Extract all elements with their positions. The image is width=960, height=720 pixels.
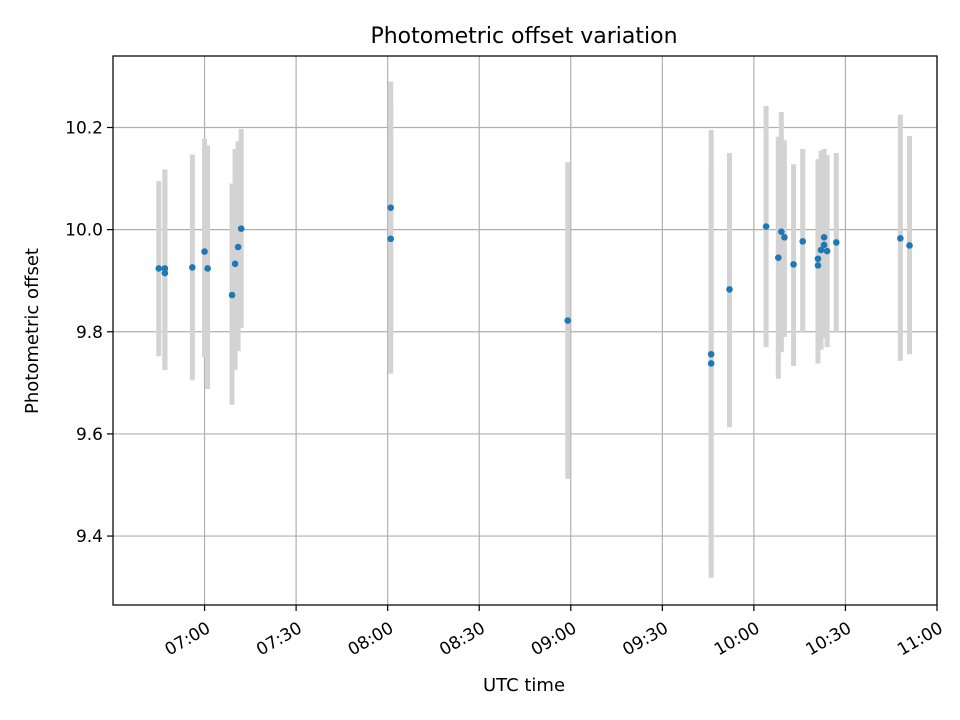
plot-area [113,56,937,605]
data-point [897,235,904,242]
data-point [820,233,828,241]
data-point [234,243,242,251]
data-points [155,204,913,367]
data-point [799,238,807,245]
data-point [201,248,208,255]
data-point [726,286,733,293]
y-axis-ticks: 9.4 9.6 9.8 10.0 10.2 [65,118,113,547]
data-point [155,265,163,272]
grid [113,56,938,605]
data-point [228,291,236,299]
y-tick-label: 10.2 [65,118,103,138]
y-tick-label: 9.4 [76,527,103,547]
data-point [762,223,770,230]
data-point [564,317,572,324]
y-tick-label: 9.8 [76,323,103,343]
y-axis-label: Photometric offset [22,248,43,414]
data-point [817,246,825,254]
y-tick-label: 9.6 [76,425,103,445]
data-point [814,262,822,269]
data-point [832,239,840,246]
data-point [387,204,395,211]
data-point [189,264,196,271]
data-point [231,260,239,268]
chart-title: Photometric offset variation [370,24,677,49]
data-point [161,269,169,277]
data-point [781,233,788,241]
data-point [775,254,782,262]
data-point [387,235,395,243]
data-point [906,242,913,249]
data-point [707,360,715,367]
x-axis-label: UTC time [483,675,565,696]
data-point [161,265,169,272]
data-point [820,241,828,249]
data-point [823,247,831,255]
data-point [790,261,797,268]
data-point [204,265,211,272]
data-point [778,228,785,235]
y-tick-label: 10.0 [65,221,103,241]
data-point [707,350,715,358]
data-point [814,255,822,263]
plot-frame [112,55,938,606]
data-point [237,225,245,232]
